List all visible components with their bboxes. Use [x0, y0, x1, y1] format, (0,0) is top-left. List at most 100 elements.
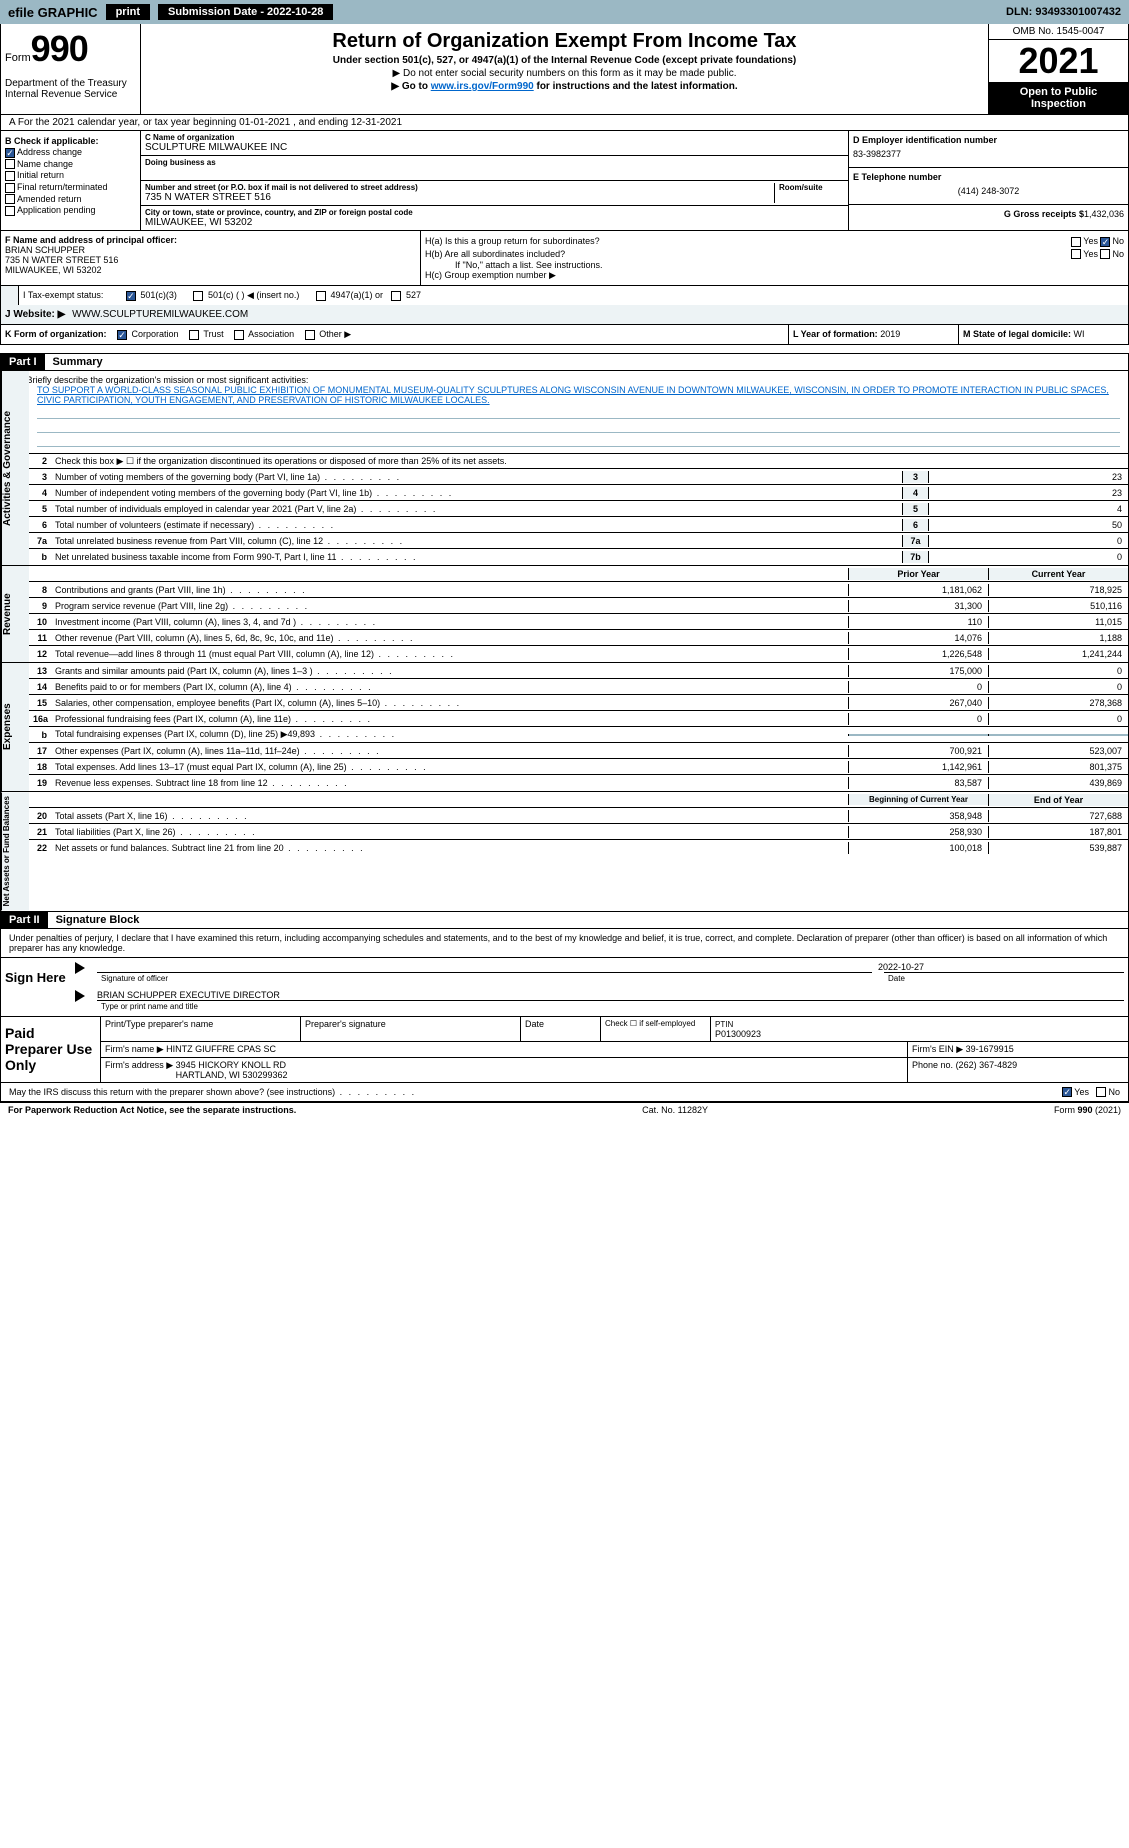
chk-name-change[interactable]	[5, 159, 15, 169]
table-row: 11Other revenue (Part VIII, column (A), …	[29, 630, 1128, 646]
row-f: F Name and address of principal officer:…	[0, 231, 1129, 286]
chk-ha-no[interactable]	[1100, 237, 1110, 247]
col-de: D Employer identification number 83-3982…	[848, 131, 1128, 230]
form-subtitle: Under section 501(c), 527, or 4947(a)(1)…	[145, 55, 984, 66]
col-b-checkboxes: B Check if applicable: Address change Na…	[1, 131, 141, 230]
firm-ein: 39-1679915	[966, 1044, 1014, 1054]
chk-discuss-yes[interactable]	[1062, 1087, 1072, 1097]
topbar: efile GRAPHIC print Submission Date - 20…	[0, 0, 1129, 24]
chk-initial-return[interactable]	[5, 171, 15, 181]
print-button[interactable]: print	[106, 4, 150, 20]
row-a: A For the 2021 calendar year, or tax yea…	[0, 115, 1129, 131]
sig-date: 2022-10-27	[878, 962, 924, 972]
table-row: 5Total number of individuals employed in…	[29, 501, 1128, 517]
table-row: 22Net assets or fund balances. Subtract …	[29, 840, 1128, 856]
part1-header: Part I Summary	[0, 353, 1129, 371]
tax-year: 2021	[989, 40, 1128, 82]
chk-address-change[interactable]	[5, 148, 15, 158]
table-row: 10Investment income (Part VIII, column (…	[29, 614, 1128, 630]
dln: DLN: 93493301007432	[1006, 6, 1121, 18]
chk-amended[interactable]	[5, 194, 15, 204]
table-row: bNet unrelated business taxable income f…	[29, 549, 1128, 565]
org-city: MILWAUKEE, WI 53202	[145, 217, 844, 228]
year-formation: 2019	[880, 329, 900, 339]
mission-text: TO SUPPORT A WORLD-CLASS SEASONAL PUBLIC…	[37, 385, 1109, 405]
col-c: C Name of organization SCULPTURE MILWAUK…	[141, 131, 848, 230]
net-assets-section: Net Assets or Fund Balances Beginning of…	[0, 792, 1129, 911]
state-domicile: WI	[1074, 329, 1085, 339]
paid-preparer: Paid Preparer Use Only Print/Type prepar…	[0, 1017, 1129, 1083]
chk-corp[interactable]	[117, 330, 127, 340]
form-title: Return of Organization Exempt From Incom…	[145, 30, 984, 53]
table-row: 7aTotal unrelated business revenue from …	[29, 533, 1128, 549]
table-row: 8Contributions and grants (Part VIII, li…	[29, 582, 1128, 598]
form-header: Form990 Department of the Treasury Inter…	[0, 24, 1129, 115]
may-discuss: May the IRS discuss this return with the…	[0, 1083, 1129, 1103]
chk-trust[interactable]	[189, 330, 199, 340]
arrow-icon	[75, 962, 85, 974]
sign-here-label: Sign Here	[1, 958, 71, 1016]
table-row: 16aProfessional fundraising fees (Part I…	[29, 711, 1128, 727]
ein: 83-3982377	[853, 145, 1124, 163]
form-number: 990	[31, 28, 88, 69]
table-row: 12Total revenue—add lines 8 through 11 (…	[29, 646, 1128, 662]
org-name: SCULPTURE MILWAUKEE INC	[145, 142, 844, 153]
table-row: 19Revenue less expenses. Subtract line 1…	[29, 775, 1128, 791]
org-address: 735 N WATER STREET 516	[145, 192, 774, 203]
chk-501c[interactable]	[193, 291, 203, 301]
footer: For Paperwork Reduction Act Notice, see …	[0, 1102, 1129, 1117]
chk-hb-yes[interactable]	[1071, 249, 1081, 259]
table-row: 17Other expenses (Part IX, column (A), l…	[29, 743, 1128, 759]
firm-phone: (262) 367-4829	[956, 1060, 1018, 1070]
table-row: 9Program service revenue (Part VIII, lin…	[29, 598, 1128, 614]
row-k: K Form of organization: Corporation Trus…	[0, 325, 1129, 345]
table-row: bTotal fundraising expenses (Part IX, co…	[29, 727, 1128, 743]
firm-name: HINTZ GIUFFRE CPAS SC	[166, 1044, 276, 1054]
row-i: I Tax-exempt status: 501(c)(3) 501(c) ( …	[0, 286, 1129, 305]
table-row: 4Number of independent voting members of…	[29, 485, 1128, 501]
table-row: 20Total assets (Part X, line 16)358,9487…	[29, 808, 1128, 824]
table-row: 18Total expenses. Add lines 13–17 (must …	[29, 759, 1128, 775]
chk-final-return[interactable]	[5, 183, 15, 193]
ptin: P01300923	[715, 1029, 761, 1039]
table-row: 21Total liabilities (Part X, line 26)258…	[29, 824, 1128, 840]
form-note-link: ▶ Go to www.irs.gov/Form990 for instruct…	[145, 81, 984, 92]
chk-ha-yes[interactable]	[1071, 237, 1081, 247]
omb-number: OMB No. 1545-0047	[989, 24, 1128, 40]
efile-label: efile GRAPHIC	[8, 5, 98, 20]
telephone: (414) 248-3072	[853, 182, 1124, 200]
table-row: 15Salaries, other compensation, employee…	[29, 695, 1128, 711]
form-note-ssn: ▶ Do not enter social security numbers o…	[145, 68, 984, 79]
chk-527[interactable]	[391, 291, 401, 301]
dept-treasury: Department of the Treasury Internal Reve…	[5, 78, 136, 100]
chk-app-pending[interactable]	[5, 206, 15, 216]
website-link[interactable]: WWW.SCULPTUREMILWAUKEE.COM	[72, 309, 248, 320]
revenue-section: Revenue Prior Year Current Year 8Contrib…	[0, 566, 1129, 663]
form-label: Form	[5, 52, 31, 64]
chk-hb-no[interactable]	[1100, 249, 1110, 259]
chk-assoc[interactable]	[234, 330, 244, 340]
firm-address: 3945 HICKORY KNOLL RD HARTLAND, WI 53029…	[176, 1060, 288, 1080]
table-row: 13Grants and similar amounts paid (Part …	[29, 663, 1128, 679]
open-to-public: Open to Public Inspection	[989, 82, 1128, 114]
row-j: J Website: ▶ WWW.SCULPTUREMILWAUKEE.COM	[0, 305, 1129, 325]
chk-501c3[interactable]	[126, 291, 136, 301]
expenses-section: Expenses 13Grants and similar amounts pa…	[0, 663, 1129, 792]
officer-name-title: BRIAN SCHUPPER EXECUTIVE DIRECTOR	[97, 990, 1124, 1000]
table-row: 14Benefits paid to or for members (Part …	[29, 679, 1128, 695]
arrow-icon	[75, 990, 85, 1002]
governance-section: Activities & Governance 1 Briefly descri…	[0, 371, 1129, 566]
submission-date: Submission Date - 2022-10-28	[158, 4, 333, 20]
chk-discuss-no[interactable]	[1096, 1087, 1106, 1097]
officer-name: BRIAN SCHUPPER	[5, 245, 416, 255]
gross-receipts: 1,432,036	[1084, 209, 1124, 219]
part2-header: Part II Signature Block	[0, 912, 1129, 929]
table-row: 3Number of voting members of the governi…	[29, 469, 1128, 485]
chk-4947[interactable]	[316, 291, 326, 301]
chk-other[interactable]	[305, 330, 315, 340]
irs-link[interactable]: www.irs.gov/Form990	[431, 81, 534, 92]
header-box: B Check if applicable: Address change Na…	[0, 131, 1129, 231]
table-row: 6Total number of volunteers (estimate if…	[29, 517, 1128, 533]
declaration: Under penalties of perjury, I declare th…	[0, 929, 1129, 958]
officer-address: 735 N WATER STREET 516 MILWAUKEE, WI 532…	[5, 255, 416, 275]
